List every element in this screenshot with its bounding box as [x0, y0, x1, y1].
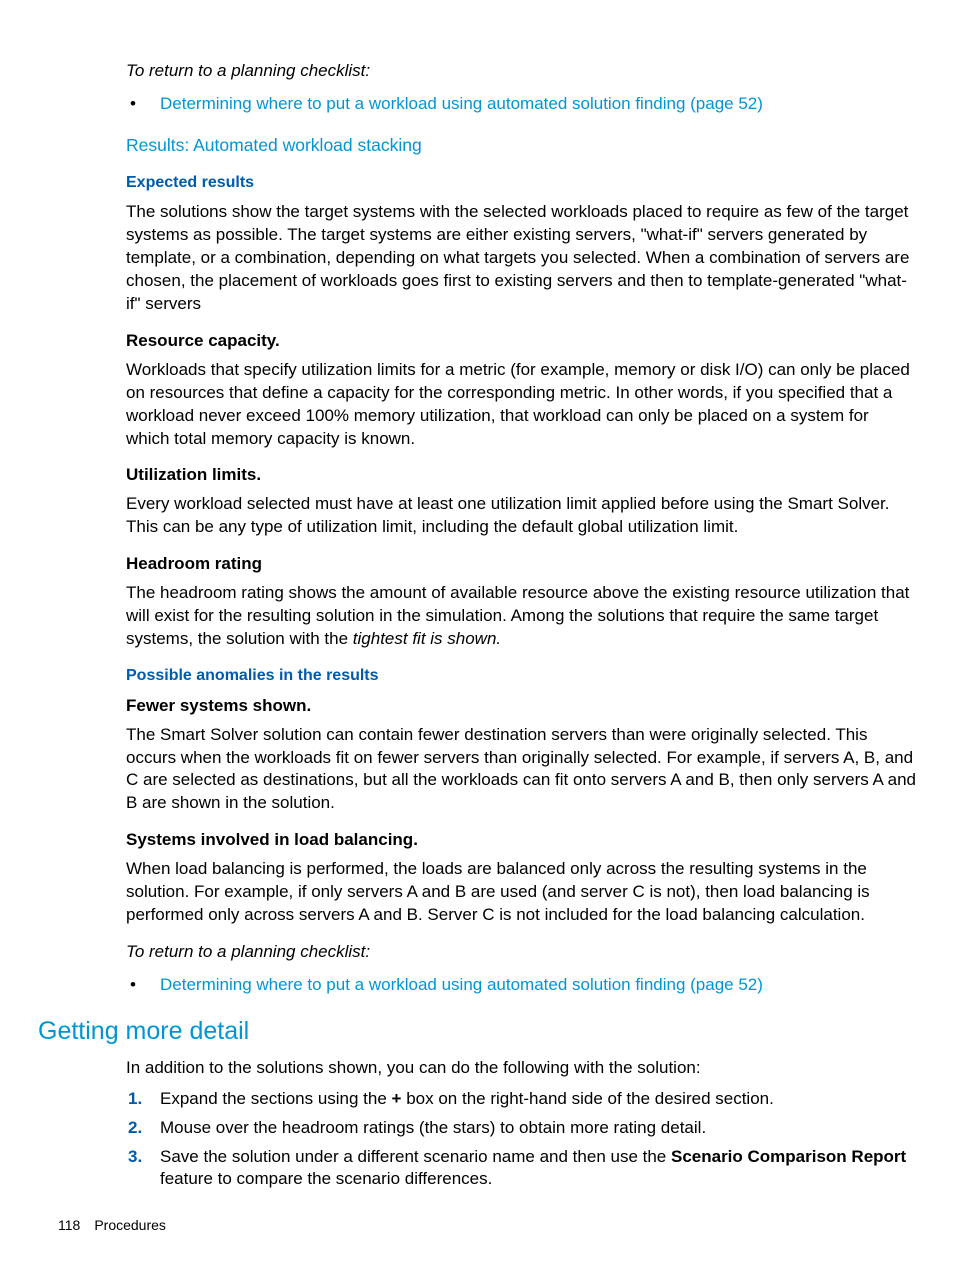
more-detail-block: In addition to the solutions shown, you …	[126, 1057, 916, 1192]
resource-capacity-heading: Resource capacity.	[126, 330, 916, 353]
utilization-limits-para: Every workload selected must have at lea…	[126, 493, 916, 539]
page-footer: 118 Procedures	[58, 1216, 166, 1235]
results-title: Results: Automated workload stacking	[126, 134, 916, 158]
load-balancing-heading: Systems involved in load balancing.	[126, 829, 916, 852]
return-list-item-2: Determining where to put a workload usin…	[126, 974, 916, 997]
more-detail-item-2: 2. Mouse over the headroom ratings (the …	[126, 1117, 916, 1140]
resource-capacity-para: Workloads that specify utilization limit…	[126, 359, 916, 451]
more-detail-intro: In addition to the solutions shown, you …	[126, 1057, 916, 1080]
item-text-3b: feature to compare the scenario differen…	[160, 1169, 492, 1188]
page-content: To return to a planning checklist: Deter…	[0, 0, 954, 1245]
item-text-2: Mouse over the headroom ratings (the sta…	[160, 1118, 706, 1137]
return-intro-1: To return to a planning checklist:	[126, 60, 916, 83]
item-text-1a: Expand the sections using the	[160, 1089, 392, 1108]
getting-more-detail-heading: Getting more detail	[38, 1015, 916, 1049]
anomalies-heading: Possible anomalies in the results	[126, 665, 916, 687]
more-detail-list: 1. Expand the sections using the + box o…	[126, 1088, 916, 1192]
fewer-systems-heading: Fewer systems shown.	[126, 695, 916, 718]
headroom-para-text: The headroom rating shows the amount of …	[126, 583, 909, 648]
more-detail-item-1: 1. Expand the sections using the + box o…	[126, 1088, 916, 1111]
footer-section: Procedures	[94, 1217, 166, 1233]
headroom-para-italic: tightest fit is shown.	[353, 629, 501, 648]
return-list-2: Determining where to put a workload usin…	[126, 974, 916, 997]
headroom-para: The headroom rating shows the amount of …	[126, 582, 916, 651]
expected-results-heading: Expected results	[126, 172, 916, 194]
item-bold-3: Scenario Comparison Report	[671, 1147, 906, 1166]
return-list-item-1: Determining where to put a workload usin…	[126, 93, 916, 116]
item-number-2: 2.	[128, 1117, 142, 1140]
item-text-3a: Save the solution under a different scen…	[160, 1147, 671, 1166]
item-number-3: 3.	[128, 1146, 142, 1169]
item-bold-1: +	[392, 1089, 402, 1108]
load-balancing-para: When load balancing is performed, the lo…	[126, 858, 916, 927]
checklist-link-1[interactable]: Determining where to put a workload usin…	[160, 94, 763, 113]
utilization-limits-heading: Utilization limits.	[126, 464, 916, 487]
return-list-1: Determining where to put a workload usin…	[126, 93, 916, 116]
item-text-1b: box on the right-hand side of the desire…	[401, 1089, 773, 1108]
return-intro-2: To return to a planning checklist:	[126, 941, 916, 964]
page-number: 118	[58, 1217, 80, 1233]
item-number-1: 1.	[128, 1088, 142, 1111]
more-detail-item-3: 3. Save the solution under a different s…	[126, 1146, 916, 1192]
content-block-1: To return to a planning checklist: Deter…	[126, 60, 916, 997]
expected-results-para: The solutions show the target systems wi…	[126, 201, 916, 316]
checklist-link-2[interactable]: Determining where to put a workload usin…	[160, 975, 763, 994]
fewer-systems-para: The Smart Solver solution can contain fe…	[126, 724, 916, 816]
headroom-heading: Headroom rating	[126, 553, 916, 576]
